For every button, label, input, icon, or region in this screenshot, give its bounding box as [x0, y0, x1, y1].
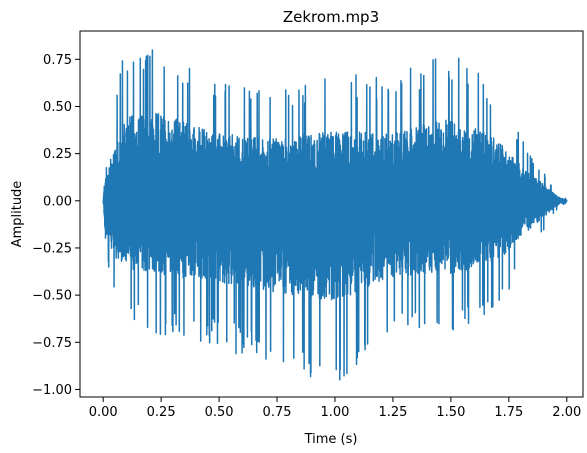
x-tick-label: 1.00: [321, 405, 350, 420]
x-tick-label: 2.00: [552, 405, 581, 420]
y-tick-label: 0.00: [43, 194, 72, 209]
y-tick-label: −0.75: [32, 336, 72, 351]
waveform-line: [102, 49, 568, 381]
y-axis-label: Amplitude: [10, 181, 25, 248]
y-axis-ticks: −1.00 −0.75 −0.50 −0.25 0.00 0.25 0.50 0.75: [32, 53, 80, 398]
x-axis-label: Time (s): [304, 432, 358, 447]
x-tick-label: 0.00: [89, 405, 118, 420]
x-tick-label: 1.25: [378, 405, 407, 420]
x-tick-label: 0.50: [205, 405, 234, 420]
x-axis-ticks: 0.00 0.25 0.50 0.75 1.00 1.25 1.50 1.75 2.00: [89, 397, 581, 420]
series-layer: [102, 49, 568, 381]
y-tick-label: −0.50: [32, 289, 72, 304]
x-tick-label: 1.50: [436, 405, 465, 420]
plot-frame: [79, 30, 584, 398]
x-tick-label: 0.25: [147, 405, 176, 420]
chart-title: Zekrom.mp3: [283, 8, 379, 26]
y-tick-label: 0.50: [43, 100, 72, 115]
y-tick-label: 0.25: [43, 147, 72, 162]
x-tick-label: 1.75: [494, 405, 523, 420]
y-tick-label: −1.00: [32, 383, 72, 398]
y-tick-label: 0.75: [43, 53, 72, 68]
x-tick-label: 0.75: [263, 405, 292, 420]
y-tick-label: −0.25: [32, 241, 72, 256]
